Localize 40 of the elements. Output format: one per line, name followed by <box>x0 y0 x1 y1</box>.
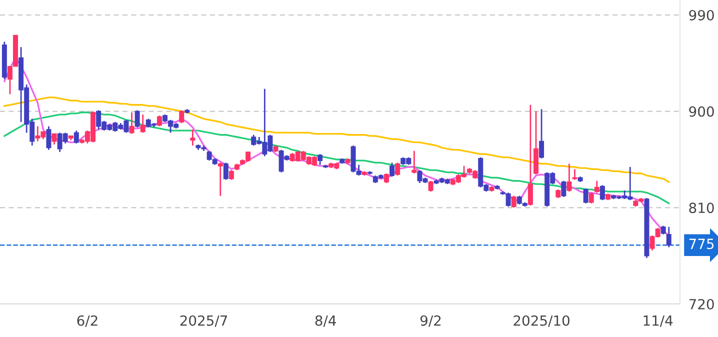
candlestick <box>179 110 184 124</box>
candlestick <box>561 180 566 198</box>
y-tick-label: 720 <box>689 298 714 310</box>
candlestick <box>600 184 605 201</box>
candlestick <box>134 110 140 128</box>
candlestick <box>140 114 146 134</box>
candlestick <box>390 162 395 178</box>
line-series <box>4 112 670 204</box>
x-tick-label: 2025/10 <box>514 315 570 327</box>
candlestick <box>228 169 234 181</box>
candlestick <box>52 133 57 146</box>
candlestick <box>539 108 544 160</box>
candlestick <box>223 162 228 181</box>
x-tick-label: 2025/7 <box>180 315 228 327</box>
y-tick-label: 810 <box>689 202 714 214</box>
line-series <box>4 96 670 183</box>
candlestick <box>74 130 79 144</box>
candlestick <box>129 112 134 134</box>
candlestick <box>583 188 588 204</box>
x-tick-label: 9/2 <box>420 315 441 327</box>
candlestick <box>528 104 533 206</box>
candlestick <box>318 153 323 166</box>
candlestick <box>218 162 223 197</box>
candlestick <box>511 195 516 208</box>
y-tick-label: 900 <box>689 106 714 117</box>
candlestick <box>190 128 196 146</box>
ref-line-label: 775 <box>689 238 714 250</box>
candlestick <box>588 192 594 204</box>
candlestick <box>46 126 52 151</box>
candlestick <box>384 172 389 184</box>
x-tick-label: 6/2 <box>77 315 98 327</box>
candlestick <box>395 162 400 176</box>
x-tick-label: 8/4 <box>315 315 336 327</box>
candlestick <box>666 226 672 248</box>
candlestick <box>566 163 572 192</box>
candlestick <box>594 180 600 194</box>
candlestick <box>156 114 162 127</box>
candlestick <box>428 180 434 192</box>
x-tick-label: 11/4 <box>644 316 673 327</box>
y-tick-label: 990 <box>689 10 714 20</box>
